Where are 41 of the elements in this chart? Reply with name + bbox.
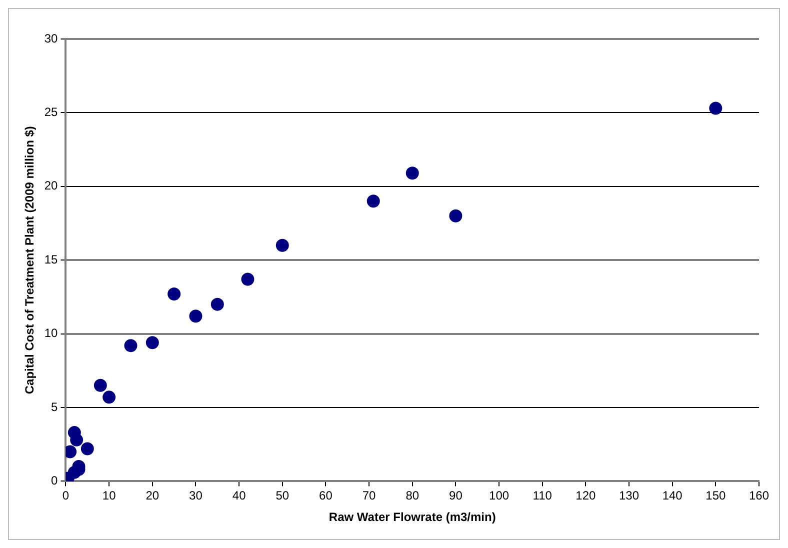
y-tick-label: 5 [51, 400, 58, 414]
point [366, 194, 380, 208]
x-tick-label: 0 [62, 488, 70, 503]
x-tick-label: 60 [319, 488, 333, 503]
x-tick-label: 10 [102, 488, 116, 503]
point [124, 339, 138, 352]
x-tick-label: 150 [706, 488, 726, 503]
point [102, 390, 116, 404]
point [241, 272, 254, 286]
point [709, 102, 722, 115]
y-tick-label: 25 [44, 105, 58, 120]
x-tick-label: 160 [748, 488, 770, 503]
point [94, 378, 107, 392]
x-tick-label: 80 [406, 488, 420, 503]
point [210, 298, 224, 311]
point [406, 166, 419, 180]
point [146, 336, 159, 350]
point [70, 433, 84, 446]
point [189, 310, 202, 323]
point [80, 442, 94, 456]
x-axis-title: Raw Water Flowrate (m3/min) [328, 510, 496, 524]
x-tick-label: 30 [189, 488, 203, 503]
x-tick-label: 120 [576, 488, 596, 503]
x-tick-label: 100 [489, 488, 510, 503]
point [449, 209, 462, 222]
y-tick-label: 30 [44, 31, 58, 46]
x-tick-label: 110 [532, 488, 552, 503]
x-tick-label: 140 [662, 488, 683, 503]
point [276, 238, 289, 252]
x-tick-label: 90 [449, 488, 463, 503]
x-tick-label: 130 [619, 488, 640, 503]
point [168, 288, 181, 300]
x-tick-label: 20 [146, 488, 160, 503]
y-tick-label: 10 [44, 326, 58, 340]
y-tick-label: 15 [44, 252, 58, 266]
y-axis-title: Capital Cost of Treatment Plant (2009 million $) [22, 126, 37, 394]
x-tick-label: 40 [232, 488, 246, 503]
x-tick-label: 70 [362, 488, 376, 503]
y-tick-label: 20 [44, 178, 58, 193]
y-tick-label: 0 [51, 474, 58, 488]
x-tick-label: 50 [276, 488, 290, 503]
